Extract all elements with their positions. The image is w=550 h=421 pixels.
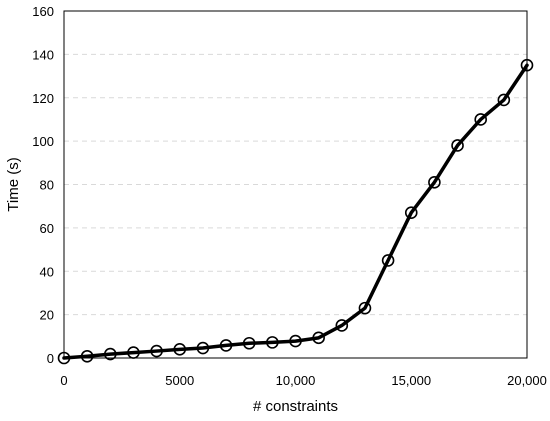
- y-tick-label: 140: [32, 47, 54, 62]
- x-axis-title: # constraints: [253, 398, 338, 415]
- plot-frame: [63, 10, 528, 359]
- data-point: [219, 339, 233, 352]
- data-point: [335, 319, 349, 332]
- x-tick-label: 10,000: [276, 373, 316, 388]
- data-point: [80, 349, 94, 363]
- data-point: [381, 254, 395, 267]
- y-tick-labels: 0 20 40 60 80 100 120 140 160: [32, 4, 54, 366]
- y-tick-label: 40: [40, 264, 54, 279]
- data-point: [196, 341, 210, 355]
- data-point: [474, 113, 488, 126]
- x-tick-label: 0: [60, 373, 67, 388]
- x-tick-label: 20,000: [507, 373, 547, 388]
- y-tick-label: 100: [32, 134, 54, 149]
- gridlines: [64, 53, 527, 316]
- y-axis-title: Time (s): [5, 157, 22, 211]
- y-tick-label: 60: [40, 221, 54, 236]
- x-tick-label: 15,000: [391, 373, 431, 388]
- data-point: [266, 336, 279, 349]
- data-point: [104, 347, 117, 361]
- x-tick-label: 5000: [165, 373, 194, 388]
- series-line: [62, 63, 529, 360]
- data-point: [242, 336, 256, 350]
- data-point: [289, 334, 302, 348]
- data-point: [312, 331, 325, 345]
- data-point: [428, 176, 441, 189]
- data-point: [451, 139, 464, 152]
- y-tick-label: 120: [32, 91, 54, 106]
- y-tick-label: 0: [47, 351, 54, 366]
- y-tick-label: 20: [40, 308, 54, 323]
- y-tick-label: 160: [32, 4, 54, 19]
- data-point: [173, 343, 187, 356]
- data-point: [497, 93, 511, 107]
- y-tick-label: 80: [40, 178, 54, 193]
- data-point: [150, 344, 163, 358]
- data-point: [404, 206, 418, 219]
- data-point: [358, 301, 372, 315]
- x-tick-labels: 0 5000 10,000 15,000 20,000: [60, 373, 547, 388]
- series-layer: [57, 58, 534, 365]
